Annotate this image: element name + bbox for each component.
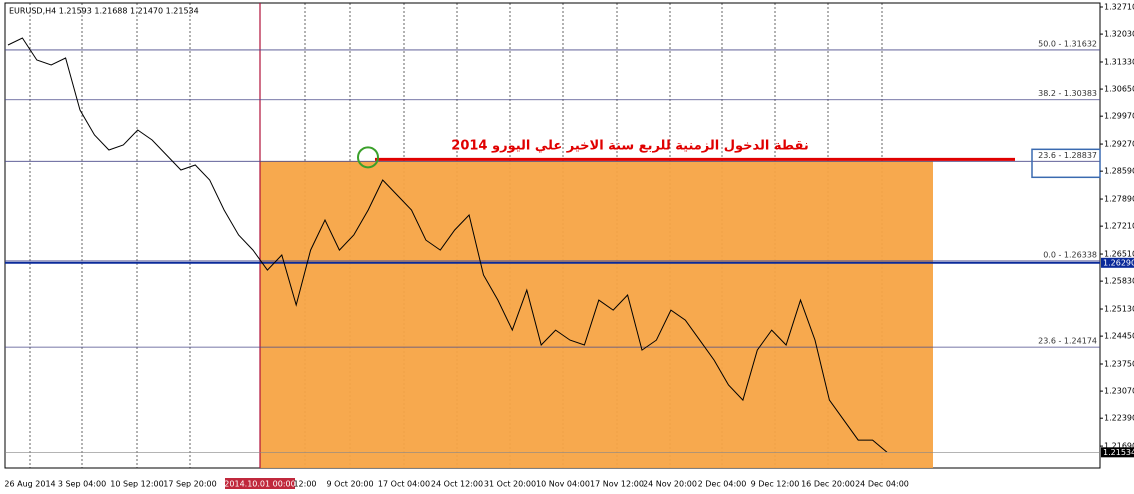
level-highlight-box <box>1031 148 1101 179</box>
annotation: نقطة الدخول الزمنية للربع سنة الاخير علي… <box>451 139 808 154</box>
price-line-badge <box>1101 257 1134 268</box>
y-tick-label: 1.29970 <box>1104 112 1134 121</box>
x-tick-label: 17 Oct 04:00 <box>378 480 430 489</box>
x-tick-label: 17 Sep 20:00 <box>163 480 216 489</box>
fib-label: 0.0 - 1.26338 <box>1043 250 1097 259</box>
x-tick-label: 16 Dec 20:00 <box>801 480 855 489</box>
last-price-label: 1.21534 <box>1103 448 1134 457</box>
y-tick-label: 1.24450 <box>1104 332 1134 341</box>
fib-label: 23.6 - 1.24174 <box>1038 337 1097 346</box>
x-tick-label: 12:00 <box>293 480 316 489</box>
x-tick-label: 9 Dec 12:00 <box>751 480 800 489</box>
entry-zone <box>260 161 933 468</box>
y-tick-label: 1.32030 <box>1104 30 1134 39</box>
y-tick-label: 1.27890 <box>1104 195 1134 204</box>
x-tick-label: 2014.10.01 00:00 <box>224 480 295 489</box>
x-label-highlight <box>225 478 295 489</box>
y-tick-label: 1.27210 <box>1104 222 1134 231</box>
x-tick-label: 17 Nov 12:00 <box>590 480 644 489</box>
x-tick-label: 24 Oct 12:00 <box>431 480 483 489</box>
y-tick-label: 1.26510 <box>1104 250 1134 259</box>
fib-label: 50.0 - 1.31632 <box>1038 39 1097 48</box>
y-tick-label: 1.30650 <box>1104 85 1134 94</box>
x-tick-label: 9 Oct 20:00 <box>326 480 373 489</box>
x-tick-label: 2 Dec 04:00 <box>698 480 747 489</box>
y-tick-label: 1.29270 <box>1104 140 1134 149</box>
x-tick-label: 10 Sep 12:00 <box>110 480 163 489</box>
y-tick-label: 1.25130 <box>1104 305 1134 314</box>
price-line-label: 1.26290 <box>1103 258 1134 267</box>
x-tick-label: 31 Oct 20:00 <box>484 480 536 489</box>
chart-title: EURUSD,H4 1.21593 1.21688 1.21470 1.2153… <box>9 7 199 16</box>
x-tick-label: 10 Nov 04:00 <box>536 480 590 489</box>
fib-label: 38.2 - 1.30383 <box>1038 89 1097 98</box>
last-price-badge <box>1101 447 1134 458</box>
y-tick-label: 1.23070 <box>1104 387 1134 396</box>
price-line-series <box>7 37 888 453</box>
fib-label: 23.6 - 1.28837 <box>1038 151 1097 160</box>
y-tick-label: 1.23750 <box>1104 360 1134 369</box>
x-tick-label: 3 Sep 04:00 <box>58 480 106 489</box>
y-tick-label: 1.28590 <box>1104 167 1134 176</box>
y-tick-label: 1.22390 <box>1104 414 1134 423</box>
x-tick-label: 24 Dec 04:00 <box>855 480 909 489</box>
entry-marker <box>357 146 379 169</box>
x-tick-label: 24 Nov 20:00 <box>643 480 697 489</box>
y-tick-label: 1.31330 <box>1104 57 1134 66</box>
y-tick-label: 1.32710 <box>1104 2 1134 11</box>
y-tick-label: 1.21690 <box>1104 442 1134 451</box>
y-tick-label: 1.25830 <box>1104 277 1134 286</box>
x-tick-label: 26 Aug 2014 <box>4 480 55 489</box>
